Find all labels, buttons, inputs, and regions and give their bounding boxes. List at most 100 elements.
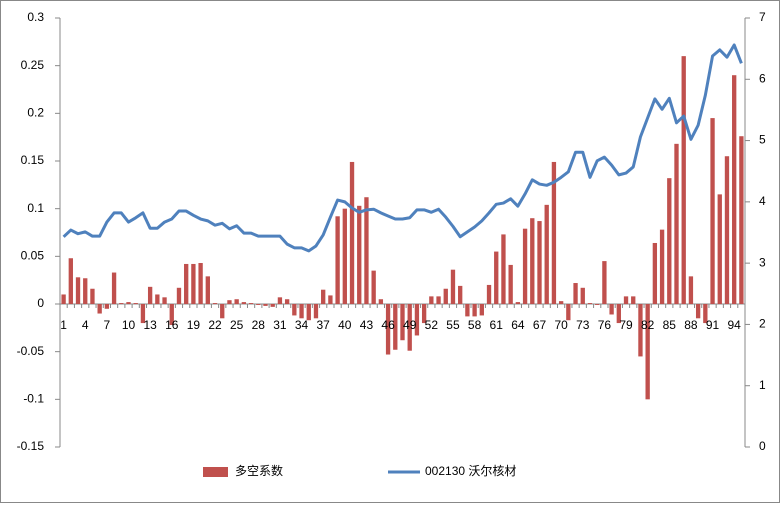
bar [357,205,362,304]
bar [443,288,448,304]
bar [494,251,499,304]
x-tick-label: 61 [490,318,504,332]
bar [162,297,167,304]
bar [638,304,643,357]
x-tick-label: 85 [663,318,677,332]
bar [155,294,160,304]
x-tick-label: 70 [554,318,568,332]
bar [631,296,636,304]
bar [537,221,542,304]
y-tick-label: 0.15 [21,153,45,167]
x-tick-label: 49 [403,318,417,332]
x-tick-label: 16 [165,318,179,332]
bar [695,304,701,319]
bar [486,284,492,304]
bar [191,263,196,304]
bar [407,304,412,351]
bar [97,304,102,314]
bar [609,304,614,315]
bar [566,304,571,321]
bar [256,304,261,305]
bar [306,304,311,321]
x-tick-label: 55 [446,318,460,332]
x-tick-label: 43 [360,318,374,332]
bar [111,272,117,304]
y-tick-label: -0.05 [17,344,45,358]
bar [739,136,744,304]
y2-tick-label: 2 [759,317,766,331]
bar [450,269,456,304]
bar [284,299,290,304]
bar [681,56,686,305]
y-tick-label: 0.05 [21,249,45,263]
bar [385,304,391,355]
x-tick-label: 64 [511,318,525,332]
bar [732,75,737,304]
bar [580,287,585,304]
bar [674,143,679,304]
x-tick-label: 94 [728,318,742,332]
bar [263,304,268,306]
x-tick-label: 10 [122,318,136,332]
bar [652,242,658,304]
x-tick-label: 31 [273,318,287,332]
x-tick-label: 67 [533,318,547,332]
bar [61,294,66,304]
bar [313,304,319,319]
bar [205,276,210,304]
bar [212,303,218,304]
y-tick-label: 0 [37,296,44,310]
bar [573,283,578,304]
bar [83,278,88,304]
bar [688,276,694,304]
bar [501,234,506,304]
bar [270,304,275,307]
bar [587,303,593,304]
bar [220,304,225,319]
bar [140,304,146,324]
bar [623,296,629,304]
bar [119,303,124,304]
y2-tick-label: 3 [759,255,766,269]
bar [724,156,730,304]
bar [393,304,398,350]
x-tick-label: 25 [230,318,244,332]
bar [234,299,239,304]
bar [292,304,297,316]
bar [169,304,174,325]
bar [458,285,463,304]
bar [176,287,182,304]
bar [616,304,621,324]
bar [479,304,484,316]
bar [227,300,232,304]
bar [710,118,715,304]
bar [436,296,441,304]
bar [508,264,513,304]
bar [364,197,369,304]
x-tick-label: 19 [187,318,201,332]
x-tick-label: 40 [338,318,352,332]
y2-tick-label: 6 [759,71,766,85]
y-tick-label: 0.2 [27,106,44,120]
y2-tick-label: 0 [759,439,766,453]
bar [321,289,326,304]
bar [429,296,434,304]
bar [335,216,340,304]
y-tick-label: 0.3 [27,10,44,24]
bar [371,270,376,304]
bar [104,304,110,309]
x-tick-label: 79 [619,318,633,332]
legend-label: 多空系数 [235,463,283,478]
y-tick-label: 0.1 [27,201,44,215]
bar [645,304,650,400]
bar [703,304,708,324]
bar [248,303,254,304]
x-tick-label: 82 [641,318,655,332]
x-tick-label: 52 [425,318,439,332]
bar [68,258,73,304]
y-tick-label: 0.25 [21,58,45,72]
bar [241,302,247,304]
x-tick-label: 28 [252,318,266,332]
bar [667,178,672,304]
